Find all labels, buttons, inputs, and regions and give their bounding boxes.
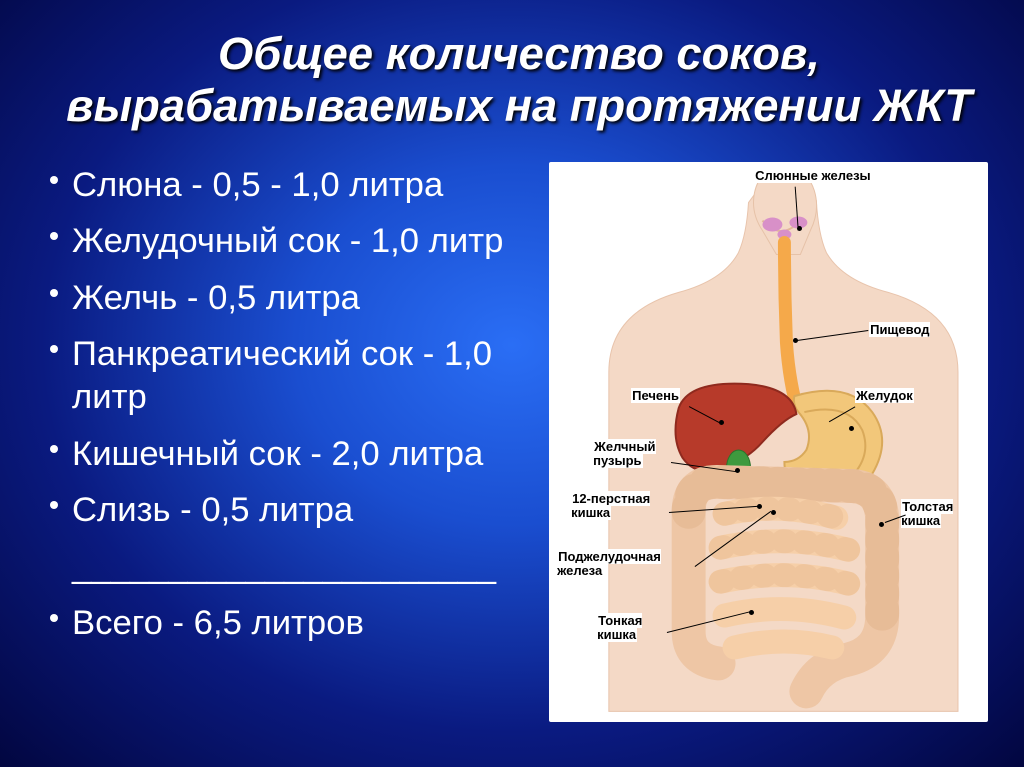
label-gallbladder: Желчный пузырь <box>593 440 683 469</box>
bullet-dot-icon <box>50 445 58 453</box>
list-item: Панкреатический сок - 1,0 литр <box>50 333 535 420</box>
bullet-dot-icon <box>50 614 58 622</box>
bullet-text: Всего - 6,5 литров <box>72 602 364 645</box>
label-small-intestine: Тонкая кишка <box>597 614 677 643</box>
bullet-dot-icon <box>50 345 58 353</box>
label-pancreas: Поджелудочная железа <box>557 550 707 579</box>
label-large-intestine: Толстая кишка <box>901 500 981 529</box>
bullet-text: Желудочный сок - 1,0 литр <box>72 220 503 263</box>
bullet-text: Панкреатический сок - 1,0 литр <box>72 333 535 420</box>
slide: Общее количество соков, вырабатываемых н… <box>0 0 1024 767</box>
bullet-dot-icon <box>50 232 58 240</box>
list-item: Всего - 6,5 литров <box>50 602 535 645</box>
list-item: Желудочный сок - 1,0 литр <box>50 220 535 263</box>
label-duodenum: 12-перстная кишка <box>571 492 681 521</box>
label-stomach: Желудок <box>855 388 914 403</box>
list-item: Кишечный сок - 2,0 литра <box>50 433 535 476</box>
bullet-text: Слюна - 0,5 - 1,0 литра <box>72 164 443 207</box>
bullet-text: Желчь - 0,5 литра <box>72 277 360 320</box>
label-esophagus: Пищевод <box>869 322 930 337</box>
bullet-dot-icon <box>50 289 58 297</box>
anatomy-figure: Слюнные железы Пищевод Печень Же <box>549 162 988 722</box>
bullet-dot-icon <box>50 501 58 509</box>
bullet-dot-icon <box>50 176 58 184</box>
label-salivary-glands: Слюнные железы <box>754 168 872 183</box>
bullet-text: Кишечный сок - 2,0 литра <box>72 433 483 476</box>
bullet-text: Слизь - 0,5 литра <box>72 489 353 532</box>
bullet-text: ______________________ <box>72 545 496 588</box>
bullet-list: Слюна - 0,5 - 1,0 литра Желудочный сок -… <box>50 158 535 737</box>
content-row: Слюна - 0,5 - 1,0 литра Желудочный сок -… <box>50 158 988 737</box>
anatomy-svg-wrap: Слюнные железы Пищевод Печень Же <box>549 162 988 722</box>
label-liver: Печень <box>631 388 680 403</box>
list-item: Желчь - 0,5 литра <box>50 277 535 320</box>
slide-title: Общее количество соков, вырабатываемых н… <box>50 28 988 132</box>
list-item: Слизь - 0,5 литра <box>50 489 535 532</box>
list-item-divider: ______________________ <box>50 545 535 588</box>
list-item: Слюна - 0,5 - 1,0 литра <box>50 164 535 207</box>
